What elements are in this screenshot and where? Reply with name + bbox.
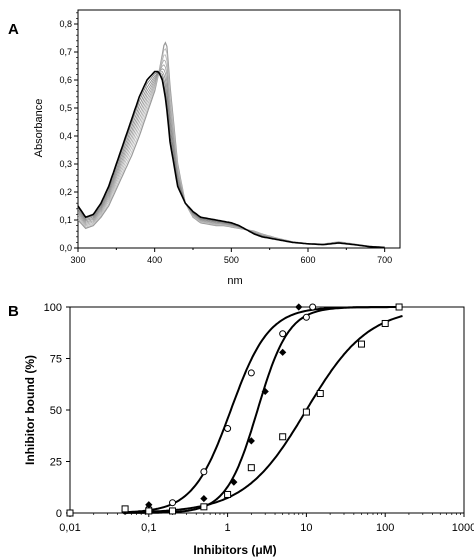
diamond-marker (200, 494, 208, 503)
panel-a-y-tick-label: 0,3 (59, 159, 72, 169)
circle-marker (224, 425, 232, 433)
square-marker (357, 340, 365, 348)
square-marker (121, 505, 129, 513)
panel-a-x-axis: 300 400 500 600 700 (70, 248, 392, 265)
circle-marker (302, 313, 310, 321)
square-marker (145, 507, 153, 515)
square-marker (169, 507, 177, 515)
panel-a-x-tick-label: 500 (224, 255, 239, 265)
panel-b-y-tick-label: 75 (50, 354, 62, 366)
panel-a-y-tick-label: 0,7 (59, 47, 72, 57)
spectrum-initial-line (77, 70, 385, 249)
panel-a-label: A (8, 21, 19, 38)
panel-a-x-tick-label: 600 (300, 255, 315, 265)
panel-a: A 300 400 500 600 700 0,00,10,20,30,40,50,60… (8, 9, 401, 287)
panel-b-x-tick-label: 0,01 (59, 522, 80, 534)
panel-b-data-points (66, 303, 403, 517)
panel-a-spectra (77, 41, 385, 249)
diamond-marker (295, 303, 303, 311)
diamond-marker (279, 348, 287, 356)
panel-a-y-axis: 0,0 0,1 0,2 0,3 0,4 0,5 0,6 0,7 0,8 (59, 12, 78, 253)
square-marker (395, 303, 403, 311)
circle-marker (200, 468, 208, 476)
diamond-marker (145, 501, 153, 509)
square-marker (316, 390, 324, 398)
square-marker (381, 319, 389, 327)
panel-b-y-axis: 0 25 50 75 100 (44, 302, 70, 520)
panel-a-y-tick-label: 0,5 (59, 103, 72, 113)
circle-marker (169, 499, 177, 507)
panel-a-y-tick-label: 0,1 (59, 215, 72, 225)
spectrum-intermediate-line (77, 71, 385, 248)
circle-marker (279, 330, 287, 338)
diamond-marker (261, 387, 269, 396)
square-marker (247, 464, 255, 472)
panel-a-y-tick-label: 0,2 (59, 187, 72, 197)
panel-b-y-axis-label: Inhibitor bound (%) (23, 355, 37, 465)
panel-a-plot-frame (77, 9, 401, 249)
panel-b-plot-frame (69, 306, 465, 514)
panel-b-y-tick-label: 50 (50, 405, 62, 417)
panel-b-x-tick-label: 1000 (452, 522, 474, 534)
spectrum-intermediate-line (77, 59, 385, 248)
panel-b-y-tick-label: 100 (44, 302, 62, 314)
square-marker (224, 490, 232, 498)
panel-b-x-tick-label: 100 (376, 522, 394, 534)
panel-b: B 0,01 0,1 1 10 100 1000 0 25 50 75 100 Inhibitor… (8, 302, 474, 557)
panel-a-x-tick-label: 700 (377, 255, 392, 265)
panel-a-y-axis-label: Absorbance (33, 99, 45, 158)
circle-marker (309, 303, 317, 311)
panel-b-x-tick-label: 1 (225, 522, 231, 534)
diamond-marker (230, 478, 238, 486)
spectrum-intermediate-line (77, 72, 385, 248)
panel-a-y-tick-label: 0,4 (59, 131, 72, 141)
panel-b-y-tick-label: 0 (56, 508, 62, 520)
panel-b-fit-curves (125, 306, 403, 514)
panel-a-x-tick-label: 400 (147, 255, 162, 265)
panel-b-x-tick-label: 0,1 (141, 522, 156, 534)
circle-marker (247, 369, 255, 377)
panel-a-y-tick-label: 0,6 (59, 75, 72, 85)
square-marker (66, 509, 74, 517)
panel-b-y-tick-label: 25 (50, 457, 62, 469)
panel-a-x-axis-label: nm (227, 275, 242, 287)
panel-b-x-axis-label: Inhibitors (μM) (193, 543, 276, 557)
panel-b-label: B (8, 303, 19, 320)
square-marker (279, 433, 287, 441)
panel-a-x-tick-label: 300 (70, 255, 85, 265)
panel-a-y-tick-label: 0,8 (59, 19, 72, 29)
diamond-marker (247, 437, 255, 445)
panel-b-x-axis: 0,01 0,1 1 10 100 1000 (59, 513, 474, 534)
panel-b-x-tick-label: 10 (300, 522, 312, 534)
square-marker (302, 408, 310, 416)
square-marker (200, 503, 208, 511)
panel-a-y-tick-label: 0,0 (59, 243, 72, 253)
